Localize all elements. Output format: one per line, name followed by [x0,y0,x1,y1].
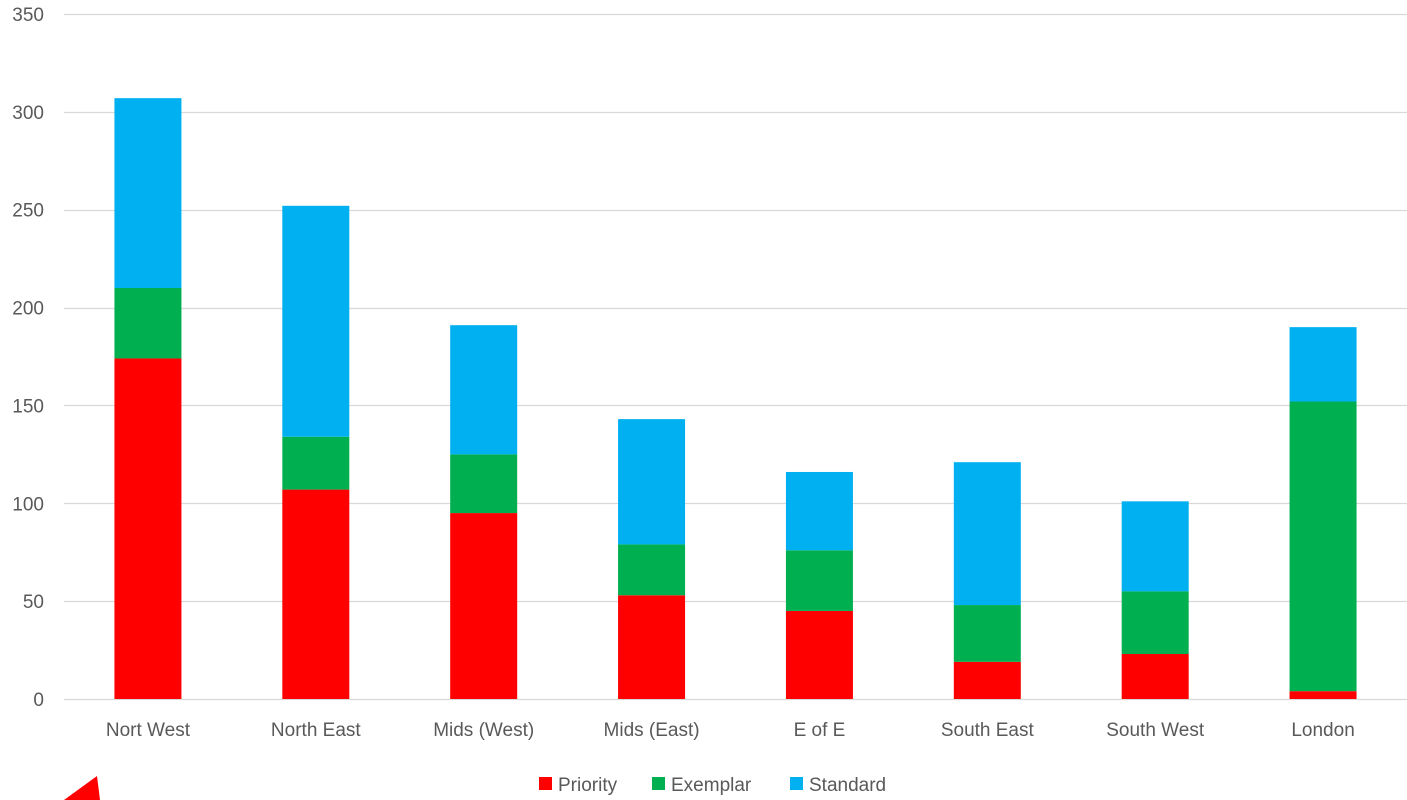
gridlines [64,13,1407,701]
bar-segment-standard [450,325,518,455]
y-tick-label: 50 [23,592,44,613]
bar-segment-priority [953,661,1021,699]
x-category-label: Nort West [106,720,191,741]
y-tick-label: 350 [12,5,44,26]
legend-label-standard: Standard [809,775,886,796]
bar-segment-priority [114,358,182,699]
x-category-label: South West [1106,720,1205,741]
bar-segment-exemplar [618,544,686,596]
y-tick-label: 100 [12,494,44,515]
x-category-label: North East [271,720,361,741]
bar-segment-priority [1121,653,1189,699]
legend: Priority Exemplar Standard [539,775,886,796]
y-tick-label: 150 [12,396,44,417]
bar-stacks [114,98,1357,699]
legend-label-exemplar: Exemplar [671,775,752,796]
bar-segment-standard [785,471,853,551]
bar-segment-standard [953,462,1021,606]
legend-swatch-priority [539,777,552,790]
bar-segment-priority [450,513,518,699]
bar-segment-exemplar [1121,591,1189,654]
red-triangle-icon [64,776,100,800]
x-category-label: London [1291,720,1354,741]
legend-swatch-standard [790,777,803,790]
y-tick-label: 200 [12,299,44,320]
y-tick-label: 300 [12,103,44,124]
legend-swatch-exemplar [652,777,665,790]
x-axis-labels: Nort West North East Mids (West) Mids (East… [106,720,1355,741]
bar-segment-exemplar [1289,401,1357,692]
bar-segment-priority [785,610,853,699]
bar-segment-exemplar [114,288,182,359]
bar-segment-standard [1289,327,1357,402]
bar-segment-priority [282,489,350,699]
y-tick-label: 250 [12,201,44,222]
x-category-label: Mids (West) [433,720,534,741]
bar-segment-priority [618,595,686,699]
bar-segment-standard [282,205,350,437]
bar-segment-standard [618,419,686,545]
y-axis-ticks: 0 50 100 150 200 250 300 350 [12,5,44,711]
legend-label-priority: Priority [558,775,618,796]
bar-segment-exemplar [785,550,853,611]
bar-segment-exemplar [953,605,1021,662]
bar-segment-exemplar [450,454,518,514]
bar-segment-standard [114,98,182,289]
x-category-label: Mids (East) [604,720,700,741]
bar-segment-priority [1289,691,1357,699]
bar-segment-standard [1121,501,1189,592]
y-tick-label: 0 [33,690,44,711]
x-category-label: South East [941,720,1035,741]
x-category-label: E of E [794,720,846,741]
bar-segment-exemplar [282,436,350,490]
